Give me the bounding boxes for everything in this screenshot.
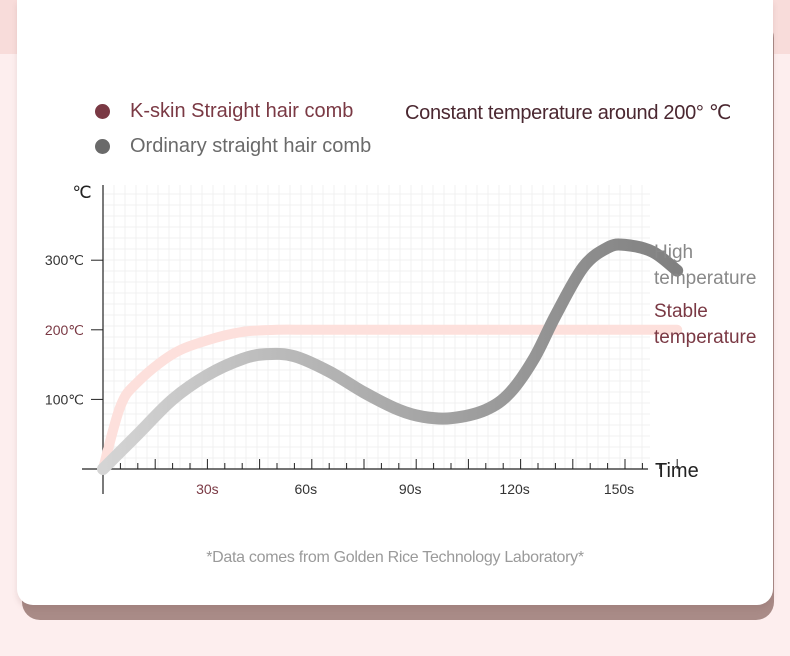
chart-labels: 100℃ 200℃ 300℃ 30s 60s 90s 120s 150s ℃ Time High te… xyxy=(45,183,757,497)
legend-kskin: K-skin Straight hair comb xyxy=(95,100,353,123)
y-tick-label: 100℃ xyxy=(45,391,84,407)
chart-axes xyxy=(82,185,678,494)
x-tick-label: 150s xyxy=(604,481,634,497)
x-tick-label: 30s xyxy=(196,481,219,497)
x-tick-label: 120s xyxy=(499,481,529,497)
stable-temperature-label: Stable temperature xyxy=(654,301,756,348)
chart-series xyxy=(97,238,684,475)
data-source-footnote: *Data comes from Golden Rice Technology … xyxy=(206,549,584,566)
x-tick-label: 90s xyxy=(399,481,422,497)
ordinary-series-line xyxy=(97,238,684,475)
high-temperature-line: temperature xyxy=(654,268,756,289)
high-temperature-label: High temperature xyxy=(654,242,756,289)
kskin-series-line xyxy=(98,324,683,474)
kskin-legend-dot xyxy=(95,104,110,119)
y-tick-label: 300℃ xyxy=(45,252,84,268)
legend-ordinary: Ordinary straight hair comb xyxy=(95,135,371,158)
ordinary-legend-label: Ordinary straight hair comb xyxy=(130,135,372,157)
stable-temperature-line: temperature xyxy=(654,327,756,348)
chart-card xyxy=(17,0,773,605)
constant-temperature-note: Constant temperature around 200° ℃ xyxy=(405,102,732,124)
kskin-legend-label: K-skin Straight hair comb xyxy=(130,100,354,122)
y-axis-label: ℃ xyxy=(72,183,91,202)
ordinary-legend-dot xyxy=(95,139,110,154)
x-axis-label: Time xyxy=(655,460,699,482)
x-tick-label: 60s xyxy=(295,481,318,497)
high-temperature-line: High xyxy=(654,242,693,263)
y-tick-label: 200℃ xyxy=(45,322,84,338)
stable-temperature-line: Stable xyxy=(654,301,708,322)
